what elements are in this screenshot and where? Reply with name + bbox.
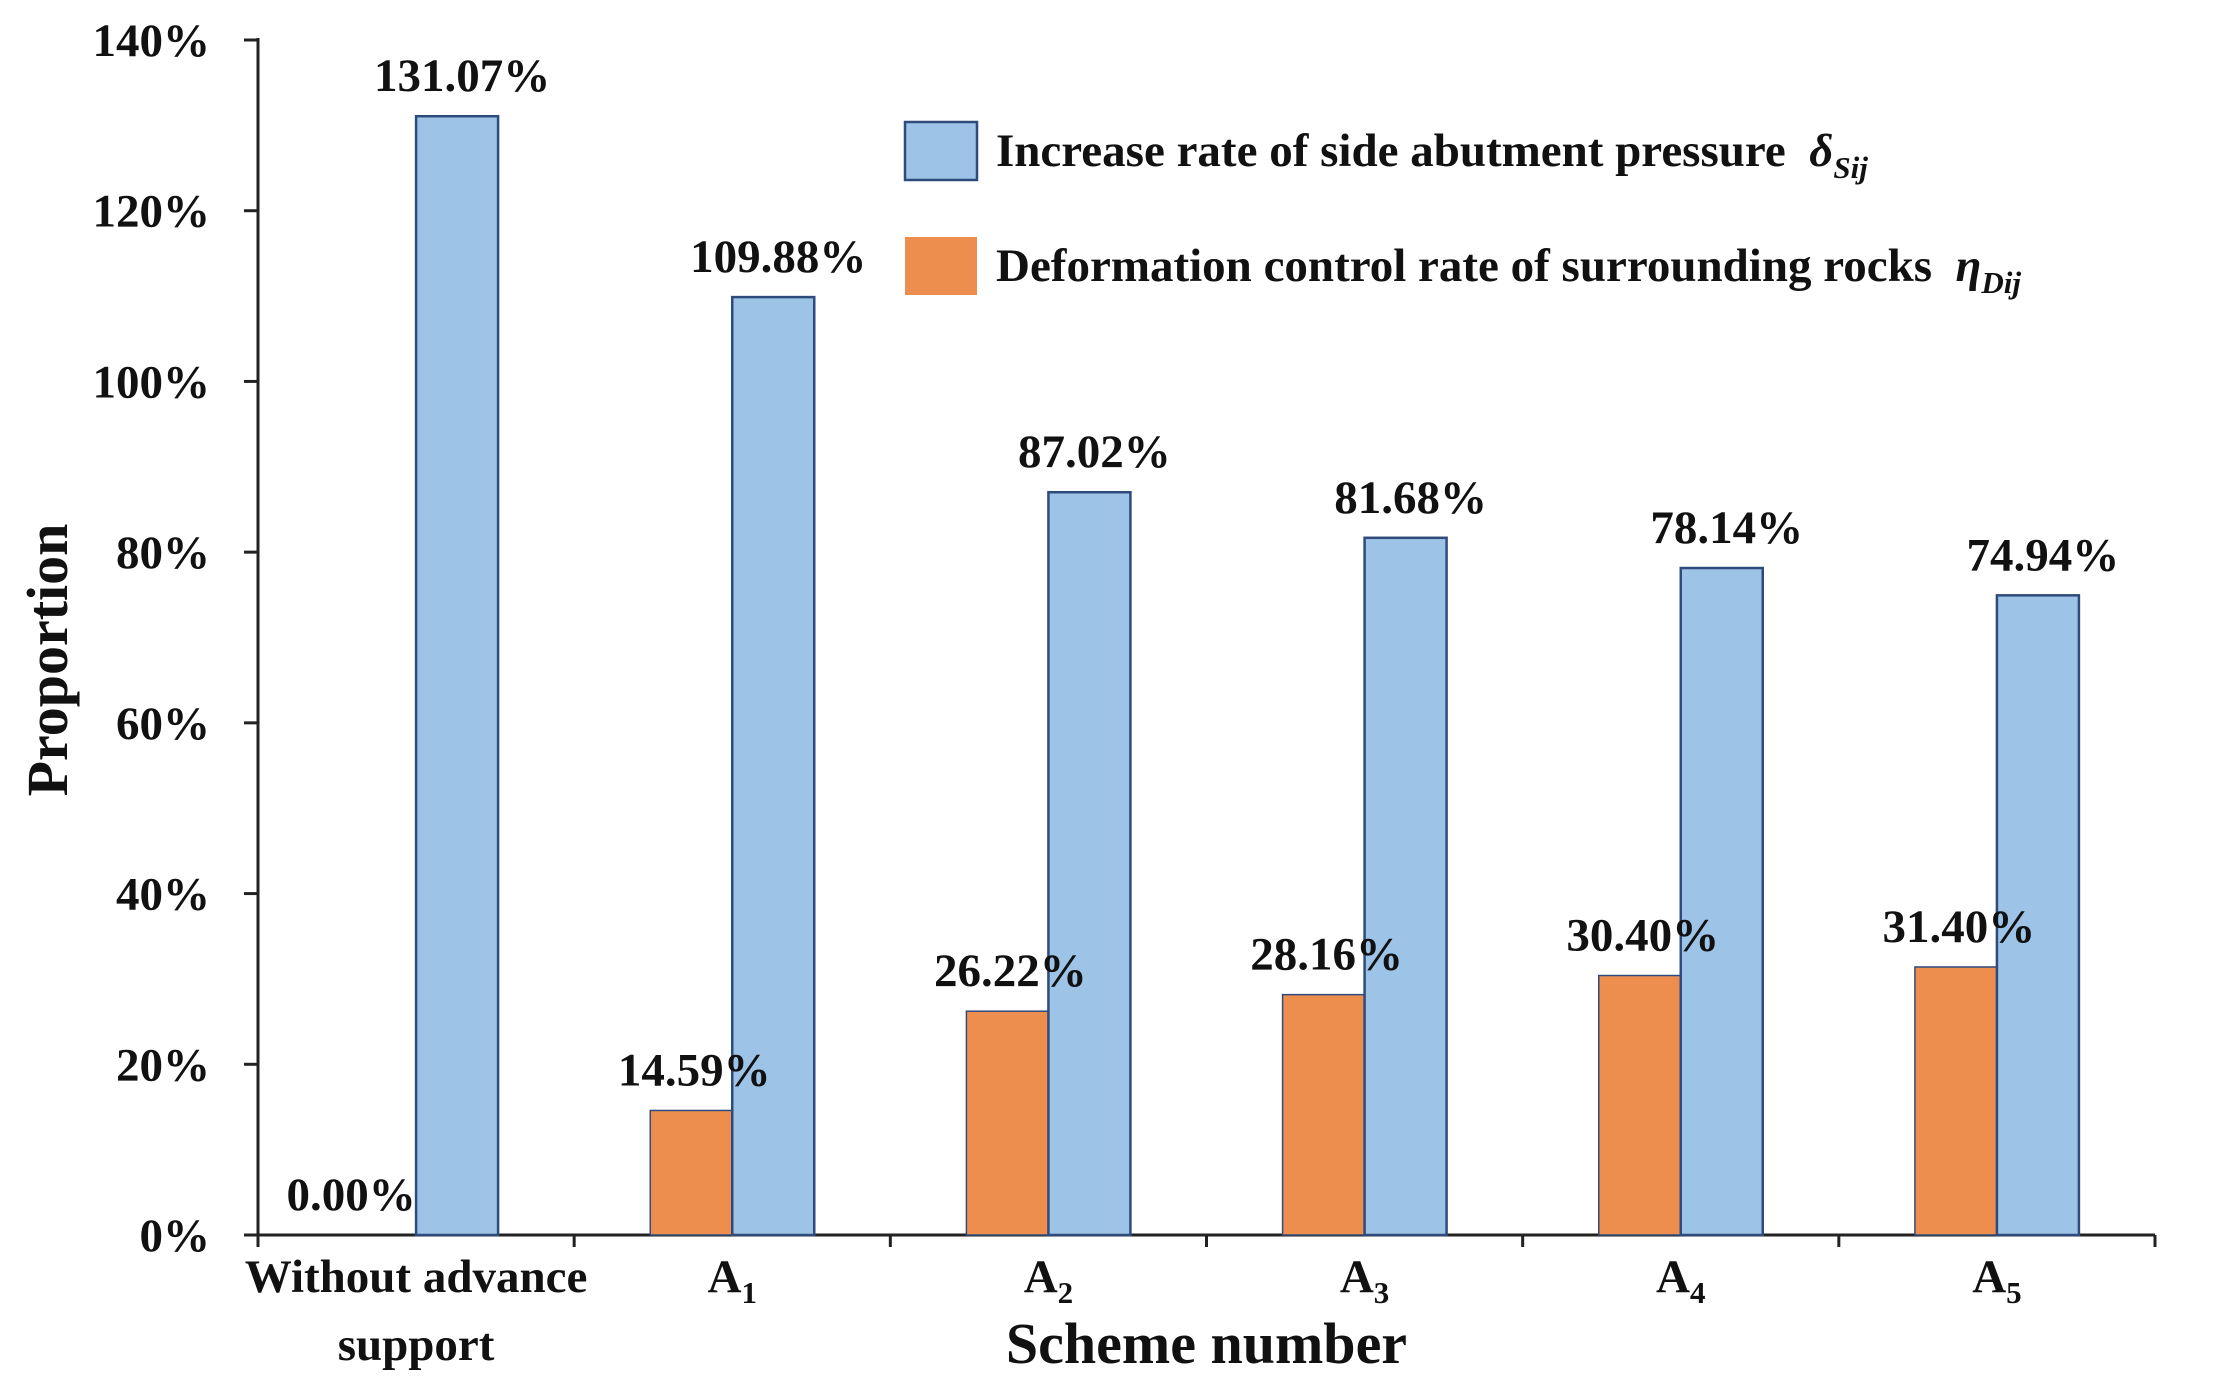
bar-side-abutment-pressure-increase <box>1995 594 2081 1237</box>
legend-label: Deformation control rate of surrounding … <box>996 240 2021 300</box>
legend-label-symbol-subscript: Sij <box>1833 150 1868 185</box>
data-label-side-abutment-pressure: 78.14% <box>1650 502 1803 554</box>
y-axis-title: Proportion <box>15 524 80 797</box>
x-tick-label: Without advance <box>245 1251 588 1303</box>
y-tick-label: 40% <box>116 869 210 921</box>
legend-label-symbol: η <box>1956 240 1982 292</box>
y-tick-label: 0% <box>140 1210 211 1262</box>
bar-side-abutment-pressure-increase <box>1679 566 1764 1237</box>
x-tick-label-line2: support <box>338 1319 495 1371</box>
bar-side-abutment-pressure-increase <box>414 114 500 1237</box>
bar-deformation-control-rate <box>1598 974 1682 1236</box>
bar-deformation-control-rate <box>649 1109 733 1236</box>
bar-side-abutment-pressure-increase <box>1047 490 1132 1237</box>
data-label-deformation-control: 14.59% <box>618 1044 771 1096</box>
y-tick-label: 120% <box>93 186 211 238</box>
x-tick-label: A3 <box>1340 1251 1389 1310</box>
data-label-side-abutment-pressure: 81.68% <box>1334 472 1487 524</box>
bar-deformation-control-rate <box>1281 993 1366 1236</box>
x-tick-label-main: A <box>1972 1251 2006 1303</box>
legend-label-name: Deformation control rate of surrounding … <box>996 240 1956 292</box>
x-tick-label-subscript: 1 <box>741 1275 757 1310</box>
data-label-deformation-control: 30.40% <box>1566 910 1719 962</box>
data-label-deformation-control: 28.16% <box>1250 929 1403 981</box>
bar-deformation-control-rate <box>965 1010 1050 1236</box>
data-label-side-abutment-pressure: 74.94% <box>1967 529 2120 581</box>
x-tick-label-main: Without advance <box>245 1251 588 1303</box>
data-label-side-abutment-pressure: 87.02% <box>1018 426 1171 478</box>
data-label-side-abutment-pressure: 131.07% <box>374 50 550 102</box>
y-tick-label: 60% <box>116 698 210 750</box>
x-tick-label-subscript: 4 <box>1690 1275 1706 1310</box>
legend-label: Increase rate of side abutment pressure … <box>996 125 1868 185</box>
x-tick-label-subscript: 2 <box>1058 1275 1074 1310</box>
x-tick-label: A2 <box>1024 1251 1073 1310</box>
y-tick-label: 100% <box>93 356 211 408</box>
x-tick-label-main: A <box>1024 1251 1058 1303</box>
legend-label-symbol: δ <box>1809 125 1833 177</box>
y-tick-label: 80% <box>116 527 210 579</box>
y-tick-label: 140% <box>93 15 211 67</box>
bar-deformation-control-rate <box>1914 966 1998 1236</box>
data-label-side-abutment-pressure: 109.88% <box>690 231 866 283</box>
x-tick-label: A5 <box>1972 1251 2021 1310</box>
x-tick-label: A1 <box>708 1251 757 1310</box>
x-tick-label: A4 <box>1656 1251 1705 1310</box>
x-tick-label-main: A <box>708 1251 742 1303</box>
data-label-deformation-control: 0.00% <box>286 1169 415 1221</box>
legend-label-name: Increase rate of side abutment pressure <box>996 125 1809 177</box>
x-axis-title: Scheme number <box>1006 1311 1407 1376</box>
data-label-deformation-control: 31.40% <box>1883 901 2036 953</box>
data-label-deformation-control: 26.22% <box>934 945 1087 997</box>
x-tick-label-main: A <box>1340 1251 1374 1303</box>
x-tick-label-subscript: 5 <box>2006 1275 2022 1310</box>
legend-label-symbol-subscript: Dij <box>1980 265 2021 300</box>
x-tick-label-main: A <box>1656 1251 1690 1303</box>
bar-side-abutment-pressure-increase <box>1363 536 1448 1237</box>
legend-swatch <box>903 120 979 182</box>
legend-swatch <box>905 237 977 295</box>
bar-side-abutment-pressure-increase <box>731 295 816 1237</box>
x-tick-label-subscript: 3 <box>1374 1275 1390 1310</box>
y-tick-label: 20% <box>116 1039 210 1091</box>
